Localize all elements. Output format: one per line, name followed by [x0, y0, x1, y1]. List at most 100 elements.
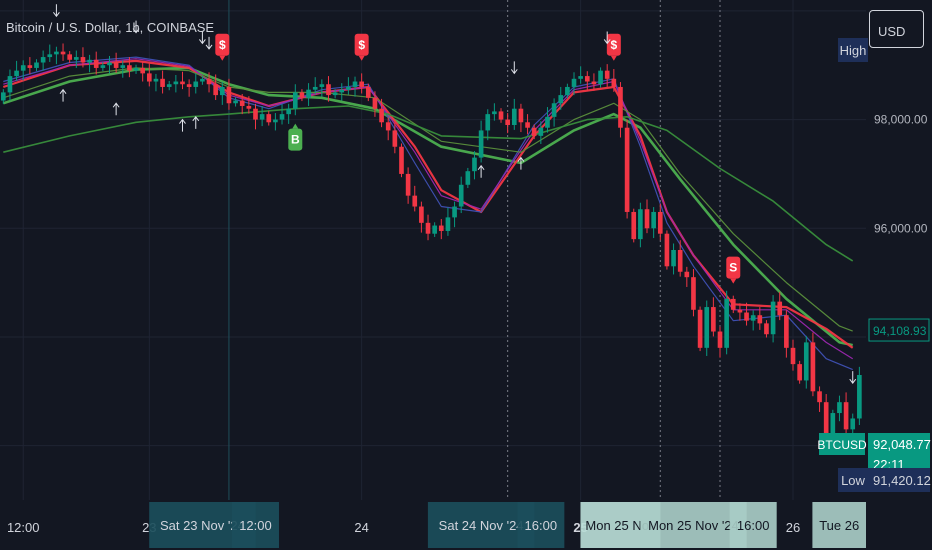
candle: [671, 250, 676, 267]
candle: [644, 209, 650, 229]
candle: [279, 114, 285, 120]
candle: [571, 78, 577, 87]
candle: [312, 86, 318, 90]
signal-pointer: [730, 278, 737, 284]
candle: [127, 65, 132, 71]
candle: [0, 92, 6, 101]
candle: [618, 86, 623, 128]
ma-value-box: [868, 318, 930, 342]
candle: [472, 157, 477, 172]
candle: [737, 309, 743, 313]
signal-marker: [606, 33, 621, 56]
candle: [624, 127, 630, 212]
candle: [239, 100, 245, 106]
date-label: Mon 25 Nov '24: [648, 518, 739, 533]
ma-value-label: 94,108.93: [873, 324, 927, 338]
candle: [113, 62, 119, 68]
date-label-box: [427, 502, 535, 548]
grid: [0, 0, 866, 500]
candle: [545, 116, 550, 128]
low-label-box: [838, 468, 868, 492]
candle: [20, 65, 26, 71]
arrow-down-icon: [132, 20, 140, 34]
x-tick-label: 12:00: [7, 520, 40, 535]
candle: [392, 130, 398, 147]
candle: [432, 225, 437, 234]
arrow-down-icon: [849, 371, 857, 384]
date-label-box: [231, 502, 279, 548]
candle: [292, 92, 298, 109]
candle: [777, 301, 783, 316]
candle: [784, 315, 789, 348]
candle: [584, 76, 590, 82]
signal-marker: [215, 33, 230, 56]
candle: [823, 402, 829, 441]
candle: [34, 62, 39, 68]
candle: [810, 342, 816, 392]
candle: [677, 250, 683, 272]
candle: [339, 89, 345, 93]
candle: [87, 59, 92, 63]
candle: [591, 81, 597, 85]
candle: [219, 86, 225, 96]
candle: [744, 312, 749, 321]
candle: [843, 402, 849, 430]
candle: [27, 65, 33, 68]
arrow-down-icon: [510, 61, 518, 75]
date-label: 12:00: [239, 518, 272, 533]
candle: [857, 375, 862, 419]
candle: [604, 70, 610, 79]
signal-pointer: [219, 55, 226, 61]
candle: [319, 84, 325, 87]
x-tick-label: 24: [354, 520, 368, 535]
candle: [266, 114, 272, 123]
low-price-box: [868, 468, 930, 492]
candle: [419, 206, 424, 223]
candle: [525, 122, 530, 128]
candle: [73, 57, 79, 60]
signal-marker: [726, 256, 741, 279]
signal-label: $: [610, 38, 617, 52]
candle: [445, 217, 451, 231]
candle: [757, 315, 763, 324]
candle: [797, 364, 802, 381]
candle: [206, 78, 212, 85]
candle: [213, 84, 218, 96]
candle: [425, 222, 431, 234]
signal-label: $: [219, 38, 226, 52]
candle: [365, 86, 371, 98]
candle: [40, 57, 46, 63]
signal-label: S: [729, 261, 737, 275]
candle: [399, 146, 404, 174]
date-label: Tue 26: [819, 518, 859, 533]
candle: [352, 81, 358, 87]
currency-button[interactable]: USD: [869, 10, 924, 48]
candle: [578, 76, 583, 79]
candle: [133, 67, 139, 71]
candle: [233, 100, 238, 104]
high-label: High: [840, 43, 867, 58]
candle: [273, 119, 278, 123]
signal-pointer: [358, 55, 365, 61]
chart-title: Bitcoin / U.S. Dollar, 1h, COINBASE: [6, 20, 215, 35]
last-symbol-box: [819, 433, 865, 456]
ma-line-5: [3, 105, 854, 262]
date-label: Mon 25 Nov: [585, 518, 656, 533]
candle: [651, 211, 656, 229]
candle: [326, 84, 331, 96]
candle: [60, 51, 66, 55]
date-label: Sat 23 Nov '24: [160, 518, 245, 533]
arrow-up-icon: [192, 116, 200, 129]
candle: [107, 62, 112, 66]
candle: [385, 122, 391, 131]
date-label: 16:00: [737, 518, 770, 533]
candle: [246, 105, 252, 109]
candle: [146, 73, 152, 82]
candle: [850, 418, 856, 430]
candle: [531, 127, 537, 136]
candle: [657, 211, 663, 234]
